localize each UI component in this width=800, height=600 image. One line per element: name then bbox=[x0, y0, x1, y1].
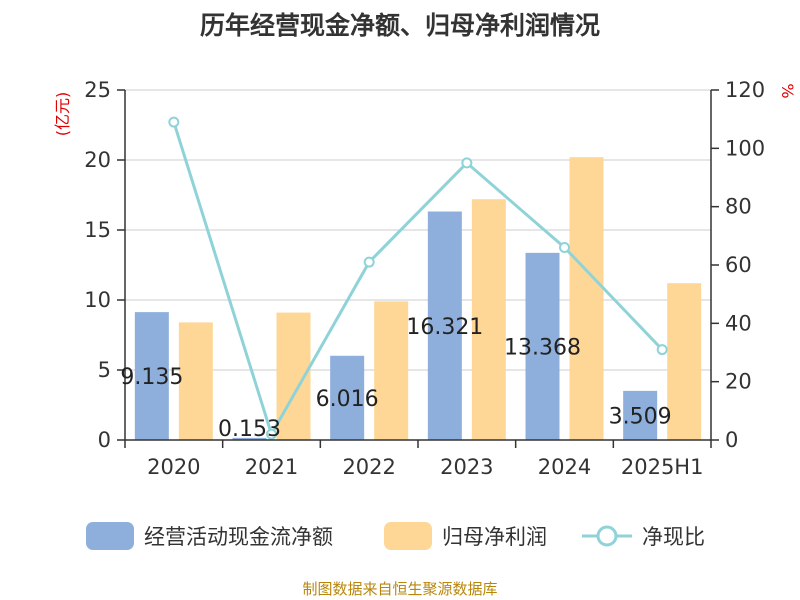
y-axis-unit-label: (亿元) bbox=[53, 92, 72, 137]
ratio-point bbox=[656, 344, 668, 356]
y2-tick-label: 100 bbox=[725, 136, 765, 160]
y-tick-label: 0 bbox=[98, 428, 111, 452]
y2-tick-label: 40 bbox=[725, 311, 752, 335]
ratio-line-layer bbox=[168, 116, 668, 440]
y-tick-label: 5 bbox=[98, 358, 111, 382]
grid-lines bbox=[125, 89, 711, 371]
x-tick-label: 2021 bbox=[245, 455, 298, 479]
bar-cash bbox=[232, 437, 267, 440]
x-tick-label: 2023 bbox=[440, 455, 493, 479]
chart-title: 历年经营现金净额、归母净利润情况 bbox=[199, 11, 600, 40]
x-tick-label: 2020 bbox=[147, 455, 200, 479]
bar-cash bbox=[427, 211, 462, 440]
source-note: 制图数据来自恒生聚源数据库 bbox=[302, 580, 498, 598]
y2-tick-label: 20 bbox=[725, 370, 752, 394]
ratio-line bbox=[172, 121, 664, 438]
legend-item-ratio[interactable]: 净现比 bbox=[582, 518, 705, 554]
data-label-cash: 16.321 bbox=[406, 315, 483, 340]
ratio-point bbox=[168, 116, 180, 128]
y-tick-label: 25 bbox=[84, 78, 111, 102]
bars bbox=[134, 157, 702, 440]
legend-item-cash[interactable]: 经营活动现金流净额 bbox=[86, 518, 333, 554]
legend-item-profit[interactable]: 归母净利润 bbox=[384, 518, 547, 554]
bar-profit bbox=[178, 322, 213, 440]
legend-label-profit: 归母净利润 bbox=[442, 525, 547, 549]
data-label-cash: 3.509 bbox=[609, 404, 672, 429]
data-label-cash: 0.153 bbox=[218, 417, 281, 442]
y2-tick-label: 80 bbox=[725, 195, 752, 219]
bar-cash bbox=[623, 390, 658, 440]
y-tick-label: 15 bbox=[84, 218, 111, 242]
y2-tick-label: 60 bbox=[725, 253, 752, 277]
x-tick-label: 2024 bbox=[538, 455, 591, 479]
legend-swatch-cash bbox=[86, 522, 134, 550]
y-tick-label: 20 bbox=[84, 148, 111, 172]
bar-profit bbox=[374, 301, 409, 440]
legend-label-ratio: 净现比 bbox=[642, 525, 705, 549]
bar-cash bbox=[525, 252, 560, 440]
x-tick-label: 2025H1 bbox=[621, 455, 704, 479]
data-label-cash: 13.368 bbox=[504, 335, 581, 360]
bar-cash bbox=[330, 355, 365, 440]
data-label-cash: 9.135 bbox=[120, 365, 183, 390]
ratio-point bbox=[461, 157, 473, 169]
y-tick-label: 10 bbox=[84, 288, 111, 312]
legend: 经营活动现金流净额 归母净利润 净现比 bbox=[0, 518, 800, 554]
bar-profit bbox=[569, 157, 604, 440]
data-label-cash: 6.016 bbox=[316, 387, 379, 412]
y2-axis-unit-label: % bbox=[778, 83, 797, 98]
bar-profit bbox=[667, 283, 702, 440]
ratio-point bbox=[559, 242, 570, 253]
axes: 0 5 10 15 20 25 0 20 40 60 80 100 120 (亿元)% 2020 2021 20… bbox=[53, 78, 797, 479]
data-labels: 9.135 0.153 6.016 16.321 13.368 3.509 bbox=[120, 315, 671, 442]
y2-tick-label: 120 bbox=[725, 78, 765, 102]
y2-tick-label: 0 bbox=[725, 428, 738, 452]
ratio-point bbox=[363, 256, 375, 268]
legend-swatch-profit bbox=[384, 522, 432, 550]
ratio-point bbox=[266, 428, 277, 440]
legend-line-marker-icon bbox=[582, 525, 632, 547]
bar-profit bbox=[471, 199, 506, 440]
legend-label-cash: 经营活动现金流净额 bbox=[144, 525, 333, 549]
bar-cash bbox=[134, 312, 169, 440]
x-tick-label: 2022 bbox=[342, 455, 395, 479]
